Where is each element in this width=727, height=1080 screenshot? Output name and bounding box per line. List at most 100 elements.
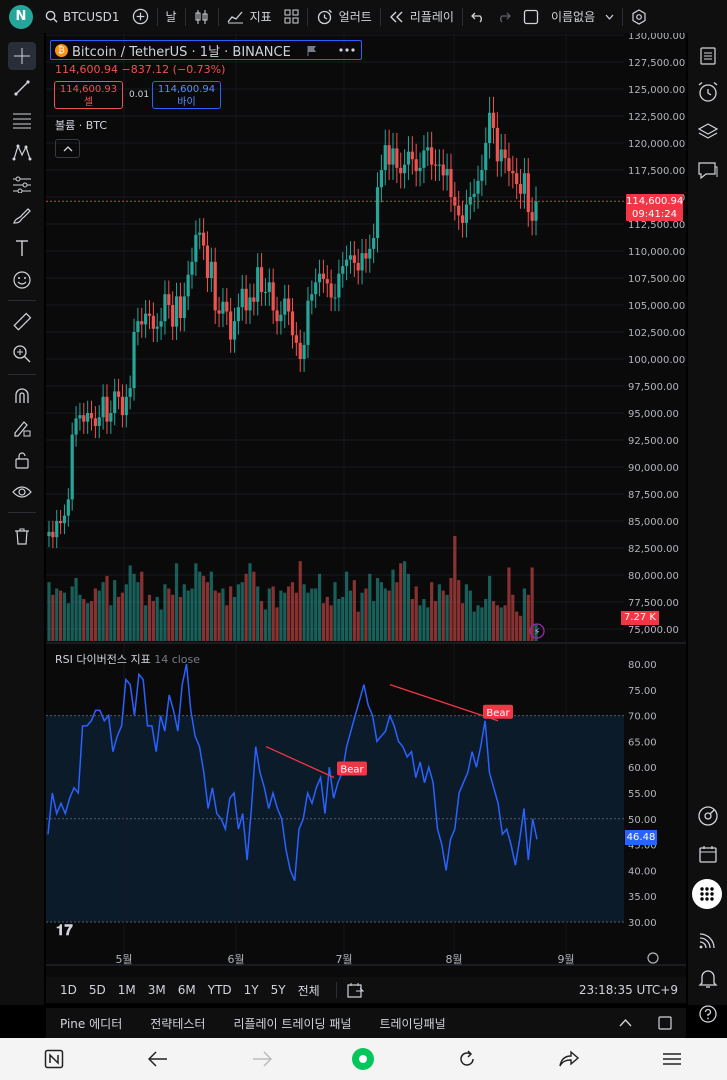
range-1m[interactable]: 1M	[117, 983, 136, 997]
replay-button[interactable]: 리플레이	[383, 0, 460, 33]
hide-drawings-tool[interactable]	[8, 478, 36, 506]
chevron-up-icon[interactable]	[619, 1019, 632, 1027]
maximize-icon[interactable]	[658, 1016, 672, 1030]
range-5y[interactable]: 5Y	[270, 983, 286, 997]
volume-bar	[410, 599, 414, 641]
object-tree-button[interactable]	[695, 119, 721, 145]
tab-pine-editor[interactable]: Pine 에디터	[60, 1016, 123, 1031]
volume-bar	[132, 573, 136, 641]
forward-button[interactable]	[250, 1047, 274, 1071]
brush-tool[interactable]	[8, 202, 36, 230]
watchlist-button[interactable]	[695, 43, 721, 69]
volume-bar	[136, 582, 140, 641]
remove-drawings-tool[interactable]	[8, 522, 36, 550]
clock[interactable]: 23:18:35 UTC+9	[578, 983, 678, 997]
measure-tool[interactable]	[8, 308, 36, 336]
collapse-legend-button[interactable]	[55, 139, 80, 158]
candle-body	[136, 321, 140, 332]
tab-replay-trading[interactable]: 리플레이 트레이딩 패널	[233, 1016, 352, 1031]
settings-button[interactable]	[625, 0, 653, 33]
volume-bar	[58, 590, 63, 641]
alert-button[interactable]: 얼러트	[310, 0, 378, 33]
hexagon-gear-icon	[632, 8, 646, 25]
sell-button[interactable]: 114,600.93 셀	[54, 81, 123, 109]
magnet-tool[interactable]	[8, 382, 36, 410]
alerts-panel-button[interactable]	[695, 79, 721, 105]
candle-body	[155, 326, 159, 329]
text-tool[interactable]	[8, 234, 36, 262]
candle-body	[341, 266, 345, 274]
undo-button[interactable]	[465, 0, 491, 33]
help-button[interactable]	[695, 1001, 721, 1027]
rsi-tick-label: 30.00	[628, 918, 657, 929]
goto-date-icon[interactable]	[347, 982, 365, 998]
chart-type-button[interactable]	[188, 0, 216, 33]
volume-bar	[205, 582, 210, 641]
green-dot-button[interactable]	[351, 1047, 375, 1071]
candle-body	[101, 396, 105, 418]
menu-button[interactable]	[660, 1047, 684, 1071]
flag-icon[interactable]	[307, 45, 317, 56]
calendar-button[interactable]	[695, 841, 721, 867]
keep-drawing-tool[interactable]	[8, 414, 36, 442]
chart-area[interactable]: 130,000.00 127,500.00 125,000.00 122,500.00…	[46, 31, 686, 977]
bottom-panel-tabs: Pine 에디터 전략테스터 리플레이 트레이딩 패널 트레이딩패널	[46, 1008, 686, 1038]
data-stream-button[interactable]	[695, 927, 721, 953]
range-1d[interactable]: 1D	[60, 983, 77, 997]
redo-button[interactable]	[491, 0, 517, 33]
range-ytd[interactable]: YTD	[207, 983, 232, 997]
trend-line-tool[interactable]	[8, 74, 36, 102]
volume-bar	[457, 580, 461, 641]
symbol-search[interactable]: BTCUSD1	[39, 0, 126, 33]
emoji-tool[interactable]	[8, 266, 36, 294]
more-icon[interactable]	[339, 48, 355, 52]
range-6m[interactable]: 6M	[177, 983, 196, 997]
range-all[interactable]: 전체	[297, 983, 320, 998]
more-apps-button[interactable]	[692, 879, 722, 909]
notifications-button[interactable]	[695, 965, 721, 991]
undo-icon	[471, 12, 482, 22]
indicators-button[interactable]: 지표	[221, 0, 278, 33]
tab-strategy-tester[interactable]: 전략테스터	[150, 1016, 206, 1031]
profile-avatar[interactable]: N	[9, 4, 33, 29]
volume-bar	[51, 594, 55, 641]
crosshair-tool[interactable]	[8, 42, 36, 70]
pattern-tool[interactable]	[8, 138, 36, 166]
chart-canvas[interactable]: 130,000.00 127,500.00 125,000.00 122,500.00…	[46, 31, 686, 977]
volume-bar	[325, 596, 329, 641]
back-button[interactable]	[146, 1047, 170, 1071]
range-5d[interactable]: 5D	[88, 983, 106, 997]
tab-trading-panel[interactable]: 트레이딩패널	[379, 1016, 446, 1031]
refresh-button[interactable]	[455, 1047, 479, 1071]
candle-body	[144, 313, 148, 325]
rsi-legend[interactable]: RSI 다이버전스 지표 14 close	[55, 651, 200, 667]
divider	[156, 7, 158, 26]
candle-body	[356, 262, 360, 271]
candle-body	[298, 342, 302, 359]
volume-bar	[526, 594, 530, 641]
alert-label: 얼러트	[338, 10, 372, 24]
time-tick-label: 7월	[335, 953, 352, 966]
volume-legend[interactable]: 볼륨 · BTC	[55, 119, 108, 132]
hotlists-button[interactable]	[695, 803, 721, 829]
zoom-tool[interactable]	[8, 340, 36, 368]
range-3m[interactable]: 3M	[147, 983, 166, 997]
templates-button[interactable]	[278, 0, 305, 33]
fib-tool[interactable]	[8, 106, 36, 134]
buy-button[interactable]: 114,600.94 바이	[152, 81, 221, 109]
candle-body	[333, 297, 337, 299]
home-button[interactable]	[42, 1047, 66, 1071]
symbol-legend[interactable]: ₿ Bitcoin / TetherUS · 1날 · BINANCE	[50, 40, 362, 60]
rewind-icon	[389, 11, 403, 22]
volume-bar	[341, 596, 345, 641]
compare-symbol-button[interactable]	[126, 0, 155, 33]
range-1y[interactable]: 1Y	[243, 983, 259, 997]
volume-bar	[116, 596, 121, 641]
interval-button[interactable]: 날	[165, 10, 177, 24]
layout-menu[interactable]: 이름없음	[517, 0, 620, 33]
volume-bar	[271, 586, 275, 641]
chat-button[interactable]	[695, 158, 721, 184]
share-button[interactable]	[557, 1047, 581, 1071]
lock-drawings-tool[interactable]	[8, 446, 36, 474]
forecast-tool[interactable]	[8, 170, 36, 198]
